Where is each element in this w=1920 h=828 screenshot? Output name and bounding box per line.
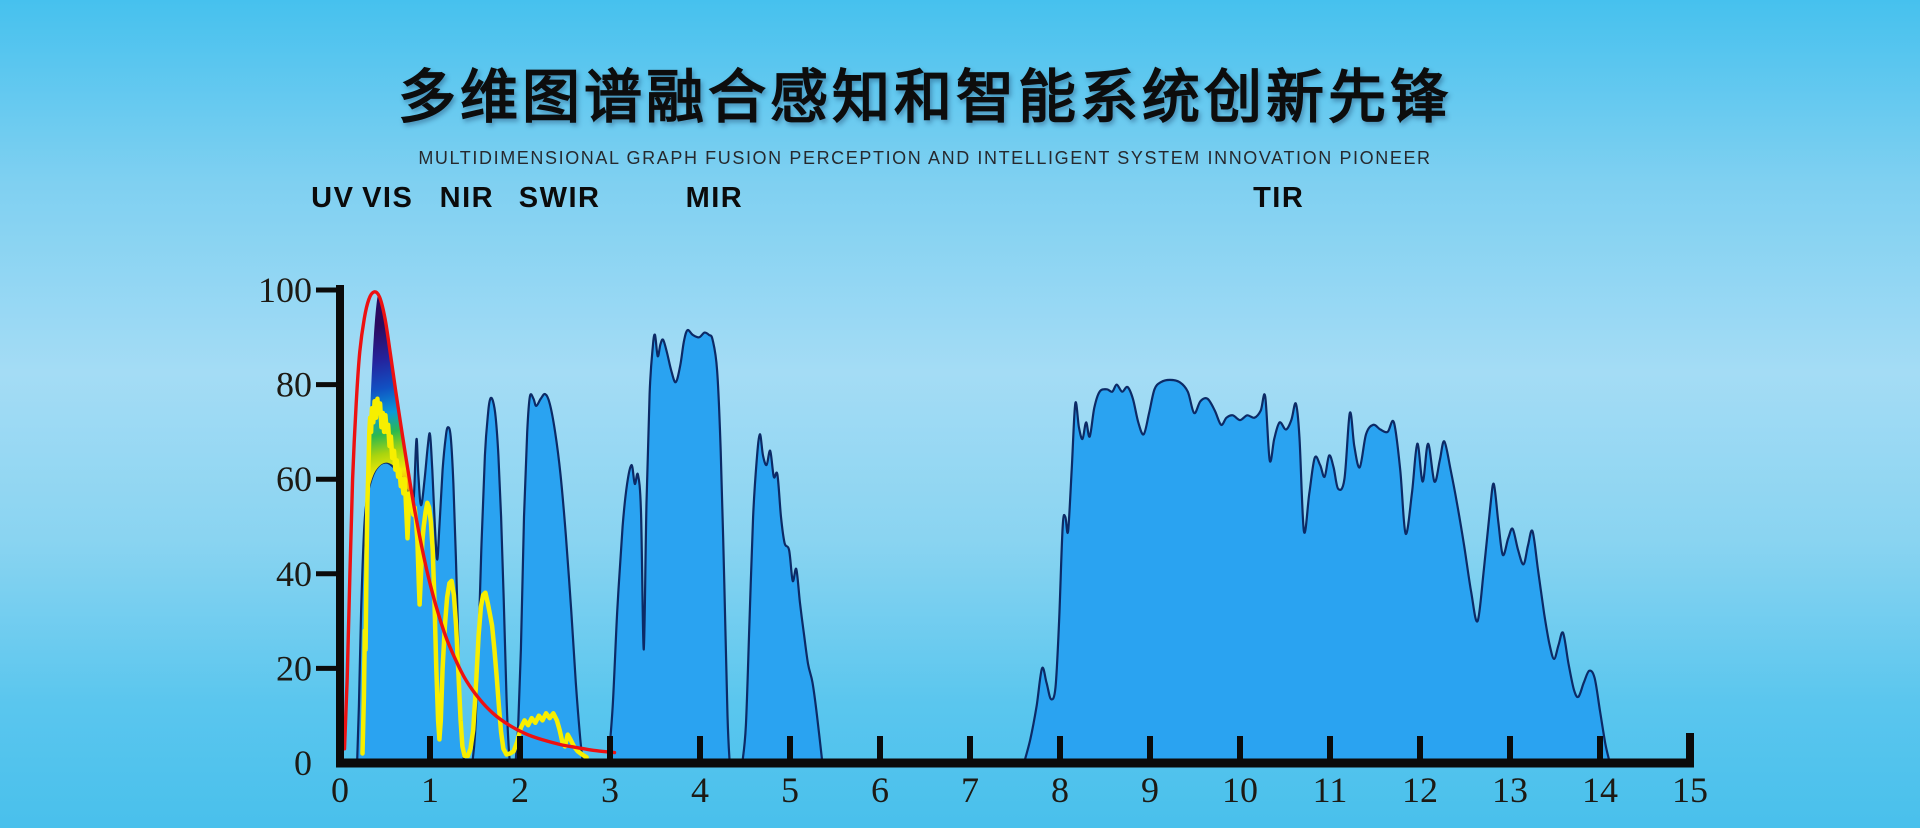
visible-spectrum-rainbow-peak bbox=[366, 294, 412, 513]
x-tick-label: 8 bbox=[1051, 770, 1069, 810]
band-label-uv: UV bbox=[311, 182, 354, 214]
x-tick-label: 2 bbox=[511, 770, 529, 810]
y-tick-label: 0 bbox=[294, 743, 312, 783]
x-tick-label: 14 bbox=[1582, 770, 1618, 810]
x-tick-label: 11 bbox=[1313, 770, 1348, 810]
y-tick-label: 60 bbox=[276, 459, 312, 499]
x-tick-label: 4 bbox=[691, 770, 709, 810]
x-tick-label: 10 bbox=[1222, 770, 1258, 810]
solar-blackbody-envelope bbox=[342, 290, 617, 755]
x-tick-label: 9 bbox=[1141, 770, 1159, 810]
atmospheric-transmission-windows bbox=[356, 328, 1611, 765]
x-tick-label: 1 bbox=[421, 770, 439, 810]
header: 多维图谱融合感知和智能系统创新先锋 MULTIDIMENSIONAL GRAPH… bbox=[0, 0, 1850, 169]
x-tick-label: 7 bbox=[961, 770, 979, 810]
band-label-tir: TIR bbox=[1253, 182, 1304, 214]
page-title: 多维图谱融合感知和智能系统创新先锋 bbox=[397, 65, 1452, 130]
x-tick-label: 3 bbox=[601, 770, 619, 810]
band-label-mir: MIR bbox=[686, 182, 744, 214]
band-label-nir: NIR bbox=[440, 182, 494, 214]
x-tick-label: 12 bbox=[1402, 770, 1438, 810]
x-tick-label: 15 bbox=[1672, 770, 1708, 810]
band-label-swir: SWIR bbox=[519, 182, 601, 214]
y-tick-label: 100 bbox=[258, 270, 312, 310]
y-tick-label: 80 bbox=[276, 365, 312, 405]
x-tick-label: 13 bbox=[1492, 770, 1528, 810]
y-tick-label: 40 bbox=[276, 554, 312, 594]
page-subtitle: MULTIDIMENSIONAL GRAPH FUSION PERCEPTION… bbox=[418, 148, 1432, 168]
x-tick-label: 6 bbox=[871, 770, 889, 810]
x-tick-label: 5 bbox=[781, 770, 799, 810]
x-tick-label: 0 bbox=[331, 770, 349, 810]
band-label-vis: VIS bbox=[362, 182, 413, 214]
y-tick-label: 20 bbox=[276, 648, 312, 688]
